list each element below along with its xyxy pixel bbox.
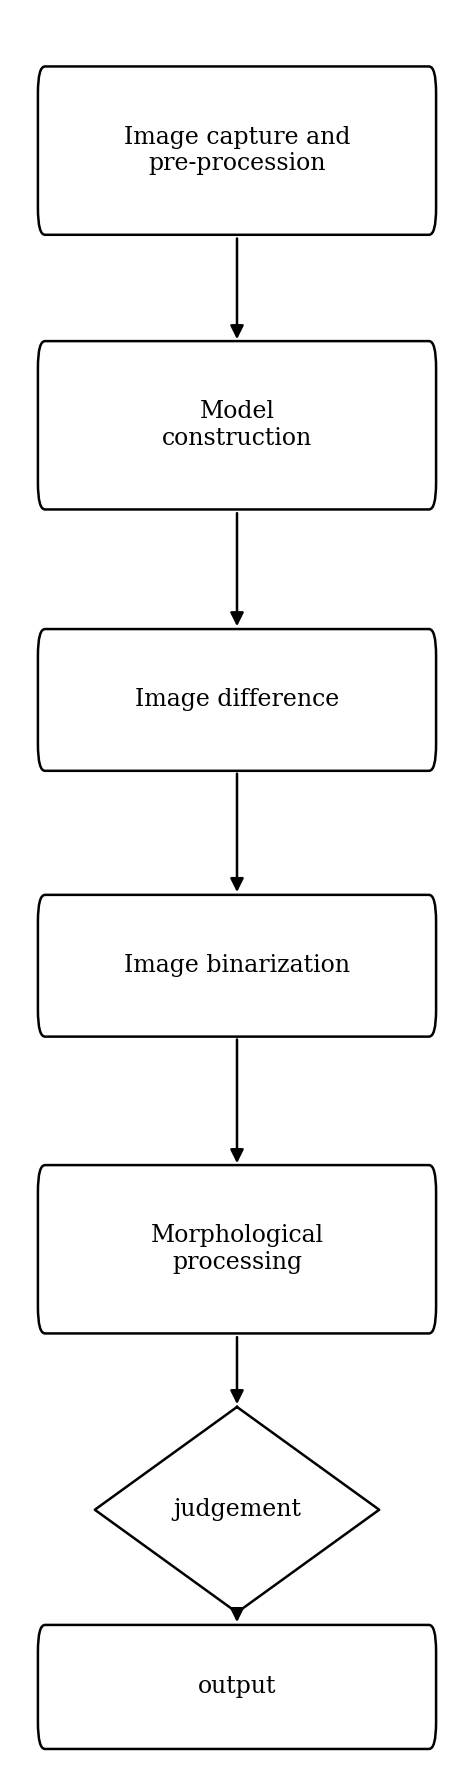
FancyBboxPatch shape (38, 629, 436, 771)
Text: output: output (198, 1676, 276, 1698)
Text: Morphological
processing: Morphological processing (150, 1224, 324, 1274)
FancyBboxPatch shape (38, 1625, 436, 1749)
FancyBboxPatch shape (38, 1166, 436, 1334)
Text: Image binarization: Image binarization (124, 955, 350, 976)
Text: Model
construction: Model construction (162, 400, 312, 450)
Text: Image capture and
pre-procession: Image capture and pre-procession (124, 126, 350, 175)
FancyBboxPatch shape (38, 895, 436, 1037)
Text: Image difference: Image difference (135, 689, 339, 711)
Text: judgement: judgement (173, 1499, 301, 1520)
FancyBboxPatch shape (38, 67, 436, 236)
FancyBboxPatch shape (38, 340, 436, 510)
